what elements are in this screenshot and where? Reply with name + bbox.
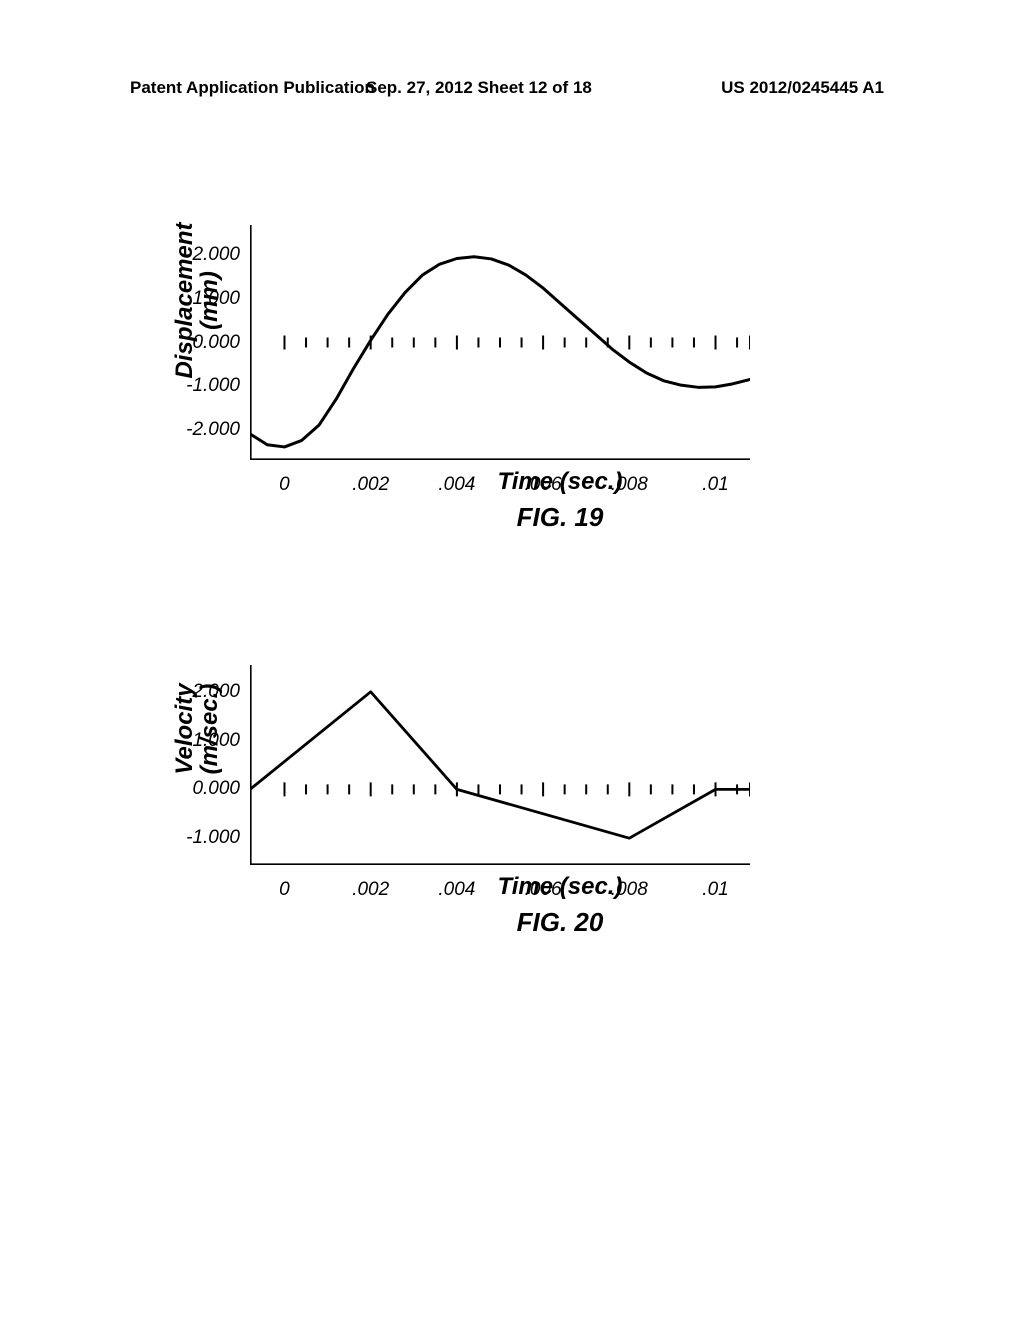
y-tick-label: 2.000 <box>192 681 240 703</box>
fig19-caption: FIG. 19 <box>250 502 870 533</box>
header-mid: Sep. 27, 2012 Sheet 12 of 18 <box>366 78 592 98</box>
y-tick-label: -1.000 <box>186 375 240 397</box>
y-tick-label: 2.000 <box>192 244 240 266</box>
figure-20: Velocity (m/sec.) -1.0000.0001.0002.000 … <box>150 665 870 938</box>
fig20-svg <box>250 665 750 865</box>
fig20-plot-area: -1.0000.0001.0002.000 0.002.004.006.008.… <box>250 665 750 865</box>
fig19-svg <box>250 225 750 460</box>
x-tick-label: .004 <box>438 879 475 901</box>
x-tick-label: .01 <box>702 879 728 901</box>
fig19-plot-area: -2.000-1.0000.0001.0002.000 0.002.004.00… <box>250 225 750 460</box>
x-tick-label: .006 <box>525 474 562 496</box>
fig20-caption: FIG. 20 <box>250 907 870 938</box>
x-tick-label: .008 <box>611 474 648 496</box>
header-left: Patent Application Publication <box>130 78 375 98</box>
y-tick-label: -1.000 <box>186 827 240 849</box>
x-tick-label: 0 <box>279 879 290 901</box>
header-right: US 2012/0245445 A1 <box>721 78 884 98</box>
figure-19: Displacement (mm) -2.000-1.0000.0001.000… <box>150 225 870 533</box>
y-tick-label: 0.000 <box>192 332 240 354</box>
x-tick-label: .002 <box>352 879 389 901</box>
y-tick-label: 1.000 <box>192 730 240 752</box>
x-tick-label: .006 <box>525 879 562 901</box>
y-tick-label: -2.000 <box>186 419 240 441</box>
x-tick-label: .008 <box>611 879 648 901</box>
x-tick-label: .01 <box>702 474 728 496</box>
x-tick-label: 0 <box>279 474 290 496</box>
y-tick-label: 0.000 <box>192 778 240 800</box>
x-tick-label: .004 <box>438 474 475 496</box>
y-tick-label: 1.000 <box>192 288 240 310</box>
x-tick-label: .002 <box>352 474 389 496</box>
